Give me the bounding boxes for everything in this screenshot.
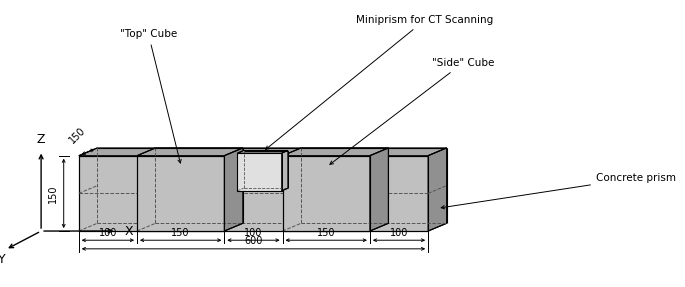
Text: 150: 150 (171, 228, 190, 238)
Text: 100: 100 (99, 228, 117, 238)
Polygon shape (79, 148, 447, 156)
Polygon shape (282, 156, 370, 231)
Text: Z: Z (37, 133, 45, 146)
Text: "Top" Cube: "Top" Cube (120, 30, 181, 163)
Text: 150: 150 (68, 125, 88, 146)
Polygon shape (282, 150, 288, 191)
Text: Miniprism for CT Scanning: Miniprism for CT Scanning (266, 15, 493, 150)
Polygon shape (225, 148, 243, 231)
Polygon shape (282, 148, 388, 156)
Polygon shape (137, 156, 225, 231)
Text: 100: 100 (245, 228, 262, 238)
Polygon shape (238, 153, 282, 191)
Text: 600: 600 (245, 236, 262, 246)
Text: "Side" Cube: "Side" Cube (330, 58, 494, 164)
Polygon shape (428, 148, 447, 231)
Polygon shape (238, 150, 288, 153)
Polygon shape (79, 156, 428, 231)
Text: 100: 100 (390, 228, 408, 238)
Polygon shape (137, 148, 243, 156)
Text: X: X (125, 224, 134, 238)
Text: Y: Y (0, 253, 5, 265)
Text: 150: 150 (317, 228, 336, 238)
Polygon shape (370, 148, 388, 231)
Text: 150: 150 (48, 184, 58, 203)
Text: Concrete prism: Concrete prism (441, 173, 676, 209)
